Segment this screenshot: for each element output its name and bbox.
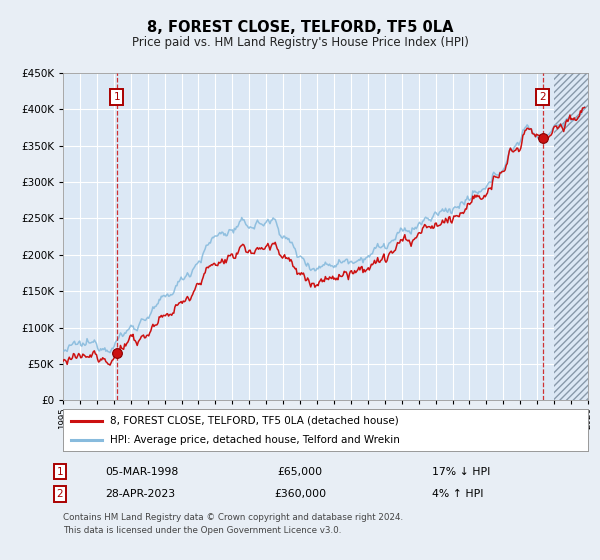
Bar bbox=[554, 73, 600, 400]
Text: 17% ↓ HPI: 17% ↓ HPI bbox=[432, 466, 490, 477]
Text: Price paid vs. HM Land Registry's House Price Index (HPI): Price paid vs. HM Land Registry's House … bbox=[131, 36, 469, 49]
Text: 05-MAR-1998: 05-MAR-1998 bbox=[105, 466, 178, 477]
Text: 1: 1 bbox=[56, 466, 64, 477]
Text: This data is licensed under the Open Government Licence v3.0.: This data is licensed under the Open Gov… bbox=[63, 526, 341, 535]
Text: 4% ↑ HPI: 4% ↑ HPI bbox=[432, 489, 484, 499]
Text: HPI: Average price, detached house, Telford and Wrekin: HPI: Average price, detached house, Telf… bbox=[110, 435, 400, 445]
Text: 1: 1 bbox=[113, 92, 120, 102]
Text: £65,000: £65,000 bbox=[277, 466, 323, 477]
Text: 8, FOREST CLOSE, TELFORD, TF5 0LA (detached house): 8, FOREST CLOSE, TELFORD, TF5 0LA (detac… bbox=[110, 416, 399, 426]
Text: 28-APR-2023: 28-APR-2023 bbox=[105, 489, 175, 499]
Text: 8, FOREST CLOSE, TELFORD, TF5 0LA: 8, FOREST CLOSE, TELFORD, TF5 0LA bbox=[147, 20, 453, 35]
Text: £360,000: £360,000 bbox=[274, 489, 326, 499]
Text: Contains HM Land Registry data © Crown copyright and database right 2024.: Contains HM Land Registry data © Crown c… bbox=[63, 513, 403, 522]
Text: 2: 2 bbox=[56, 489, 64, 499]
Text: 2: 2 bbox=[539, 92, 546, 102]
